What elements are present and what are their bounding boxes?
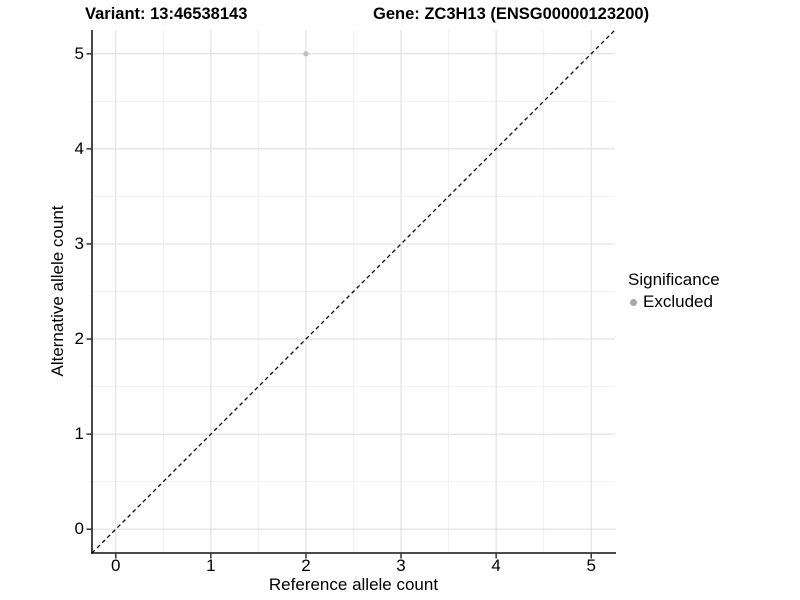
plot-title-gene: Gene: ZC3H13 (ENSG00000123200) [373, 5, 650, 23]
legend-marker-circle-icon [630, 298, 637, 306]
legend-title: Significance [628, 270, 720, 289]
x-tick-label: 0 [111, 556, 121, 575]
legend-entry-excluded: Excluded [630, 292, 720, 312]
data-point [303, 51, 309, 57]
y-tick-label: 1 [74, 424, 84, 444]
y-tick-label: 5 [74, 43, 84, 63]
x-tick-label: 3 [396, 556, 406, 575]
y-tick-label: 2 [74, 329, 84, 349]
x-tick-label: 1 [206, 556, 216, 575]
y-tick-label: 0 [74, 519, 84, 539]
x-tick-label: 4 [491, 556, 501, 575]
plot-title-variant: Variant: 13:46538143 [85, 5, 248, 23]
legend-entry-label: Excluded [643, 292, 713, 311]
x-tick-label: 5 [586, 556, 596, 575]
y-tick-label: 3 [74, 233, 84, 253]
x-tick-label: 2 [301, 556, 311, 575]
reference-diagonal-line [91, 29, 616, 554]
y-tick-label: 4 [74, 138, 84, 158]
legend: Significance Excluded [628, 270, 720, 312]
y-axis-title: Alternative allele count [48, 205, 67, 377]
x-axis-title: Reference allele count [268, 575, 439, 594]
